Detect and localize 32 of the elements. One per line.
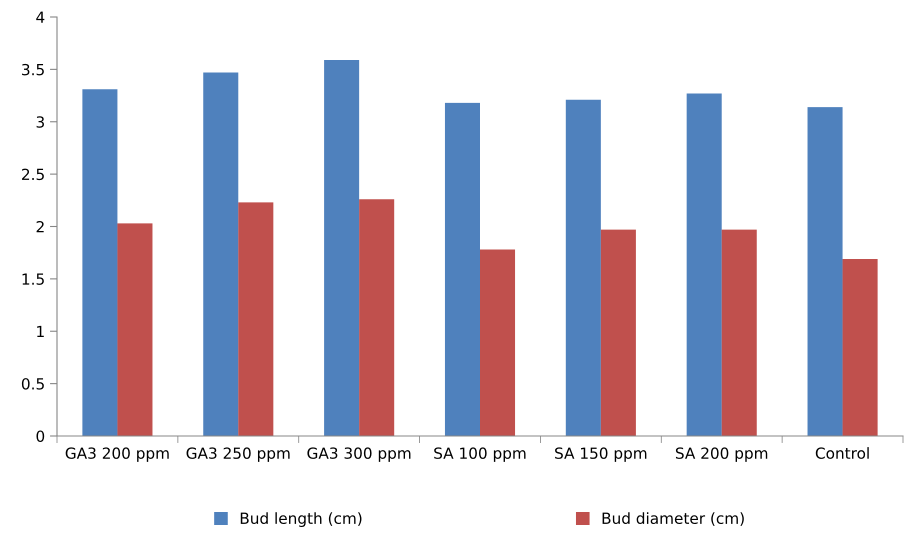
- legend-label: Bud diameter (cm): [602, 512, 744, 526]
- bar: [359, 199, 394, 436]
- bar: [238, 202, 274, 436]
- bar: [324, 60, 360, 436]
- x-tick-label: GA3 250 ppm: [186, 447, 290, 462]
- bar: [82, 89, 118, 436]
- x-tick-label: GA3 300 ppm: [307, 447, 410, 462]
- x-tick-label: SA 200 ppm: [676, 447, 768, 462]
- bar: [600, 230, 636, 436]
- x-tick-label: GA3 200 ppm: [66, 447, 169, 462]
- y-tick-label: 2.5: [22, 168, 44, 180]
- legend-label: Bud length (cm): [240, 512, 362, 527]
- bar: [480, 250, 516, 436]
- x-tick-label: SA 150 ppm: [555, 447, 646, 462]
- y-tick-label: 0: [36, 430, 44, 442]
- bar: [566, 100, 601, 436]
- bar: [203, 72, 238, 436]
- bar: [722, 230, 757, 436]
- y-tick-label: 0.5: [22, 378, 44, 390]
- y-tick-label: 2: [36, 220, 44, 232]
- y-tick-label: 1.5: [22, 274, 44, 285]
- x-tick-label: Control: [816, 447, 869, 459]
- y-tick-label: 4: [36, 12, 44, 23]
- bar: [808, 107, 843, 436]
- bar: [842, 258, 878, 436]
- bar: [444, 102, 480, 436]
- bar: [117, 223, 152, 436]
- y-tick-label: 1: [37, 326, 44, 338]
- y-tick-label: 3.5: [22, 64, 44, 76]
- x-tick-label: SA 100 ppm: [434, 447, 526, 462]
- y-tick-label: 3: [36, 116, 44, 128]
- bar: [686, 93, 722, 436]
